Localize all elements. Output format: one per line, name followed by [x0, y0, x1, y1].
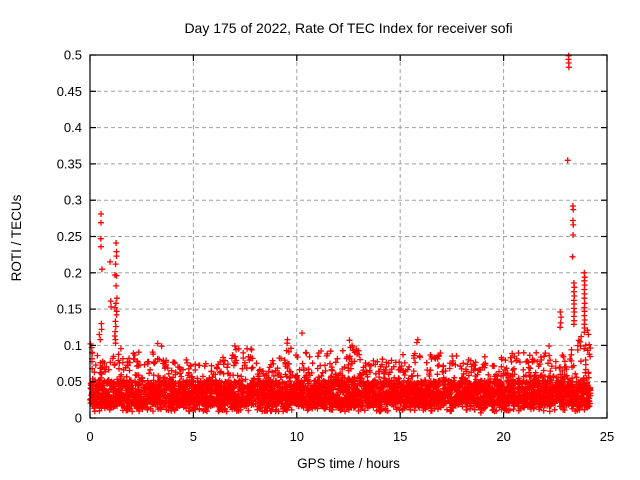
y-axis-label: ROTI / TECUs	[9, 194, 24, 282]
roti-scatter-points	[87, 52, 594, 416]
y-tick-label: 0.2	[64, 265, 82, 280]
y-tick-label: 0.45	[57, 84, 82, 99]
y-tick-label: 0.4	[64, 120, 82, 135]
y-tick-label: 0.5	[64, 48, 82, 63]
y-tick-label: 0	[75, 411, 82, 426]
y-tick-label: 0.3	[64, 193, 82, 208]
x-tick-label: 25	[600, 429, 614, 444]
x-tick-label: 5	[190, 429, 197, 444]
x-tick-label: 15	[393, 429, 407, 444]
y-tick-label: 0.35	[57, 156, 82, 171]
x-axis-label: GPS time / hours	[297, 456, 400, 471]
chart-title: Day 175 of 2022, Rate Of TEC Index for r…	[184, 20, 513, 36]
y-tick-label: 0.25	[57, 229, 82, 244]
x-tick-label: 20	[496, 429, 510, 444]
y-tick-label: 0.05	[57, 374, 82, 389]
y-tick-label: 0.1	[64, 338, 82, 353]
x-tick-label: 10	[290, 429, 304, 444]
x-tick-label: 0	[86, 429, 93, 444]
y-tick-label: 0.15	[57, 302, 82, 317]
